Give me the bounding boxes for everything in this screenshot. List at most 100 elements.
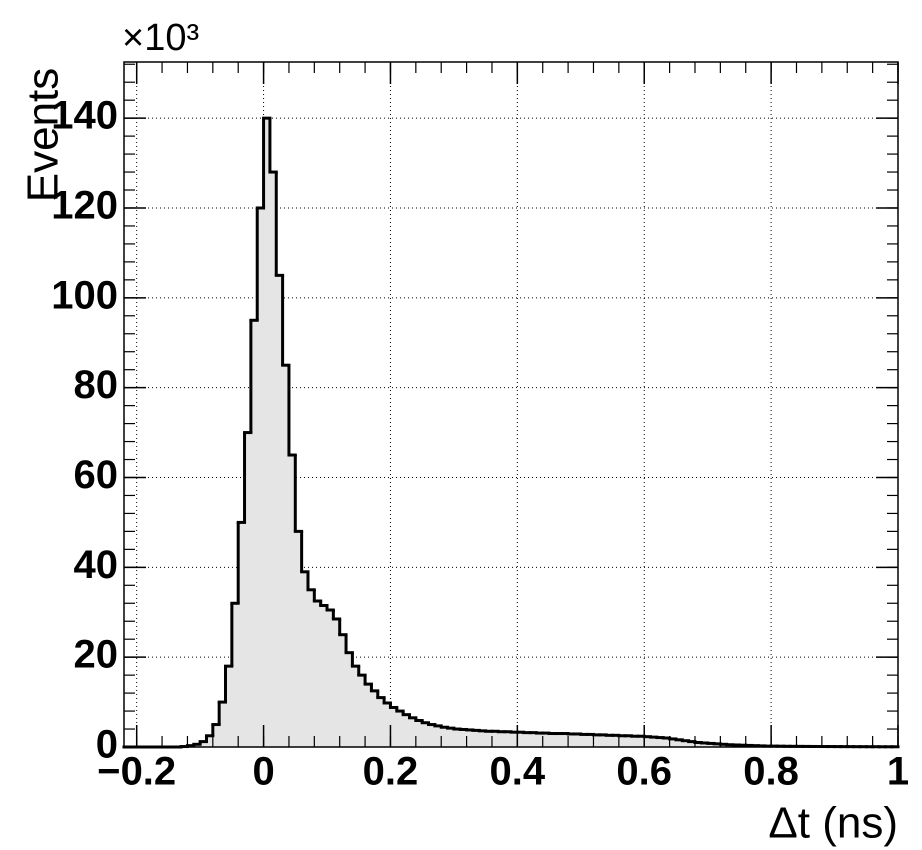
bar	[593, 734, 601, 747]
bar	[257, 207, 264, 747]
bar	[491, 731, 499, 747]
y-tick-label: 60	[74, 453, 119, 497]
bar	[511, 732, 518, 747]
y-tick-label: 100	[51, 273, 118, 317]
bar	[396, 711, 404, 747]
x-tick-label: 0.2	[363, 750, 419, 794]
bar	[282, 365, 290, 747]
x-tick-label: −0.2	[97, 750, 176, 794]
bar	[625, 735, 632, 747]
bar	[422, 722, 429, 747]
bar	[301, 571, 309, 747]
bar	[295, 531, 302, 747]
bar	[561, 733, 569, 747]
bar	[428, 724, 436, 747]
bar	[701, 742, 708, 747]
bar	[238, 522, 245, 747]
bar	[346, 652, 353, 747]
bar	[403, 714, 410, 747]
bar	[707, 743, 715, 747]
y-tick-label: 0	[96, 723, 118, 767]
bar	[568, 733, 575, 747]
bar	[714, 743, 721, 747]
bar	[377, 697, 385, 747]
bar	[644, 736, 651, 747]
bar	[472, 730, 480, 747]
bar	[269, 172, 277, 747]
bar	[574, 733, 582, 747]
bar	[320, 605, 328, 747]
bar	[555, 733, 563, 747]
bar	[206, 735, 214, 747]
bar	[409, 717, 417, 747]
bar	[200, 741, 207, 747]
x-axis-label: Δt (ns)	[768, 799, 898, 848]
bar	[365, 684, 372, 747]
x-tick-label: 0.4	[490, 750, 546, 794]
bar	[618, 735, 626, 747]
bar	[517, 732, 524, 747]
bar	[536, 733, 544, 747]
bar	[231, 603, 239, 747]
bar	[244, 432, 252, 747]
bar	[441, 727, 448, 747]
y-tick-label: 120	[51, 184, 118, 228]
bar	[612, 735, 620, 747]
bar	[637, 736, 645, 747]
x-tick-label: 1	[887, 750, 909, 794]
bar	[225, 666, 233, 747]
bar	[523, 732, 531, 747]
bar	[415, 720, 423, 747]
x-tick-label: 0.6	[616, 750, 672, 794]
bar	[587, 734, 594, 747]
bar	[549, 733, 556, 747]
bar	[390, 707, 398, 747]
bar	[650, 737, 658, 747]
bar	[371, 690, 379, 747]
bar	[542, 733, 550, 747]
bar	[599, 734, 607, 747]
y-multiplier: ×10³	[122, 17, 199, 59]
bar	[339, 634, 347, 747]
bar	[675, 739, 683, 747]
bar	[307, 589, 315, 747]
bar	[682, 740, 689, 747]
bar	[276, 275, 283, 747]
bar	[327, 610, 334, 747]
bar	[580, 734, 588, 747]
y-tick-label: 40	[74, 543, 119, 587]
bar	[663, 738, 670, 747]
y-tick-label: 140	[51, 94, 118, 138]
bar	[656, 737, 664, 747]
bar	[631, 736, 639, 747]
y-tick-label: 80	[74, 363, 119, 407]
plot-frame	[123, 61, 899, 748]
bar	[288, 455, 296, 747]
bar	[688, 741, 696, 747]
bar	[694, 742, 702, 747]
bar	[352, 666, 360, 747]
bar	[263, 118, 271, 748]
x-tick-label: 0.8	[743, 750, 799, 794]
bar	[219, 702, 226, 747]
bar	[498, 731, 505, 747]
bar	[504, 731, 512, 747]
bar	[485, 731, 493, 747]
bar	[530, 732, 537, 747]
bar	[479, 730, 486, 747]
bar	[466, 729, 474, 747]
bar	[453, 729, 461, 747]
y-tick-label: 20	[74, 633, 119, 677]
bar	[250, 320, 258, 747]
bar	[384, 702, 391, 747]
bar	[460, 729, 467, 747]
bar	[358, 675, 366, 747]
bar	[314, 601, 321, 747]
bar	[669, 738, 677, 747]
bar	[434, 725, 442, 747]
bar	[212, 724, 220, 747]
bar	[606, 735, 613, 747]
y-axis-label: Events	[19, 68, 68, 203]
bar	[447, 728, 455, 747]
